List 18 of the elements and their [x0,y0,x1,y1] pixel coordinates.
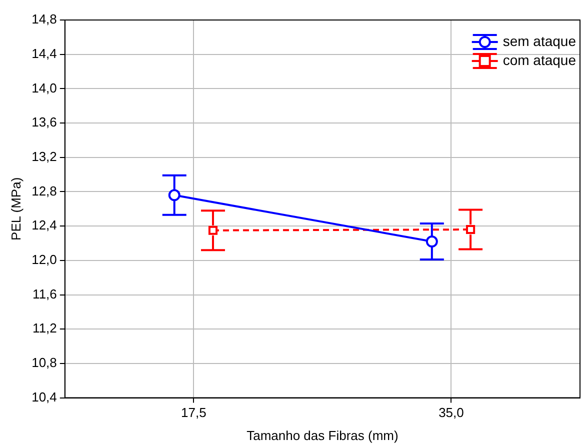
x-tick-label: 17,5 [181,405,206,420]
y-tick-label: 14,4 [32,46,57,61]
y-tick-label: 13,2 [32,148,57,164]
x-axis-title: Tamanho das Fibras (mm) [246,428,398,443]
y-tick-label: 10,4 [32,389,57,404]
legend-label: com ataque [502,52,576,68]
y-tick-label: 12,4 [32,218,57,233]
y-tick-label: 10,8 [32,355,57,370]
y-tick-label: 14,0 [32,80,57,96]
y-tick-label: 12,0 [32,252,57,267]
y-tick-label: 14,8 [32,12,57,27]
y-tick-label: 13,6 [32,114,57,130]
y-tick-label: 11,2 [32,320,57,336]
legend-label: sem ataque [502,32,576,49]
y-axis-title: PEL (MPa) [8,177,24,240]
y-tick-label: 12,8 [32,183,57,198]
x-tick-label: 35,0 [438,405,464,420]
y-tick-label: 11,6 [32,286,57,302]
